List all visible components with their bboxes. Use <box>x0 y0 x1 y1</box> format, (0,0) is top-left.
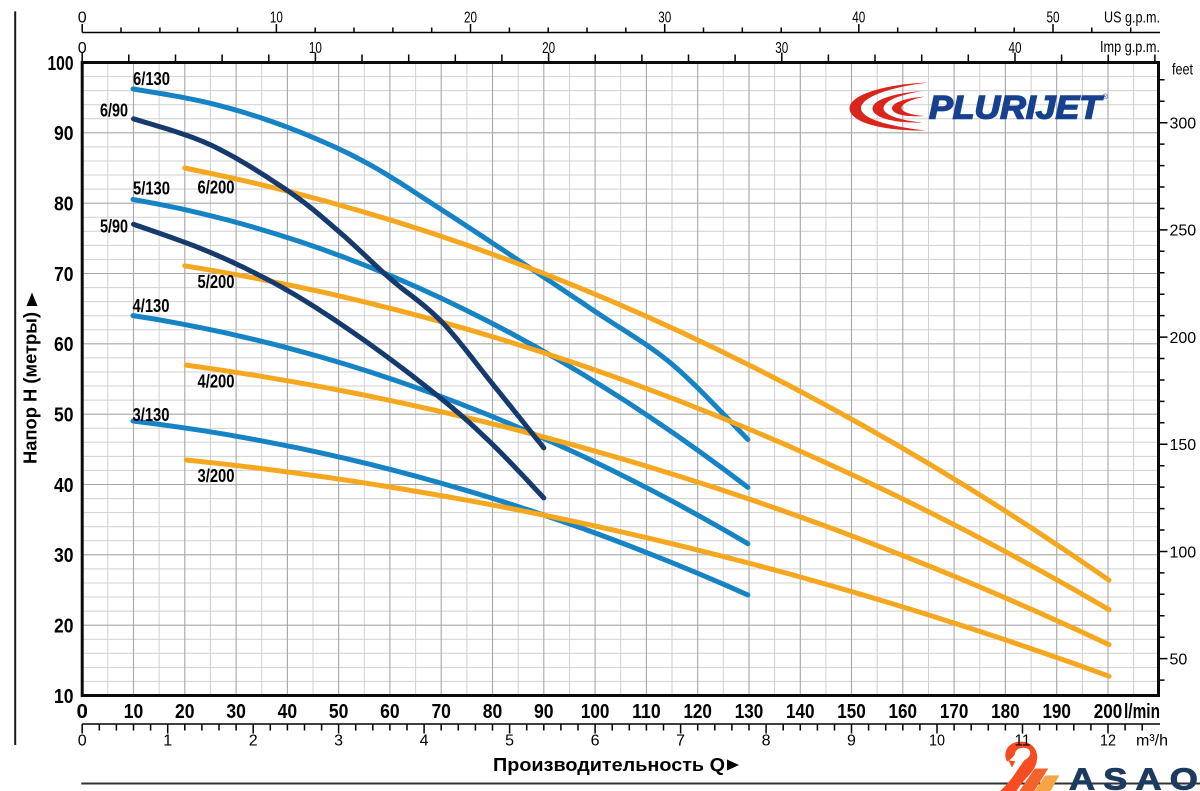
svg-text:10: 10 <box>124 700 144 723</box>
svg-text:40: 40 <box>852 10 865 27</box>
svg-text:6/130: 6/130 <box>133 68 170 89</box>
svg-text:4/130: 4/130 <box>133 295 170 316</box>
svg-text:90: 90 <box>54 122 74 145</box>
svg-text:10: 10 <box>309 40 322 57</box>
svg-text:10: 10 <box>54 685 74 708</box>
svg-text:20: 20 <box>54 615 74 638</box>
svg-text:6/200: 6/200 <box>198 177 235 198</box>
svg-text:PLURIJET: PLURIJET <box>929 90 1104 126</box>
svg-text:100: 100 <box>581 700 610 723</box>
svg-text:150: 150 <box>837 700 866 723</box>
svg-text:80: 80 <box>483 700 503 723</box>
svg-text:Imp g.p.m.: Imp g.p.m. <box>1100 39 1160 56</box>
svg-text:250: 250 <box>1170 223 1197 240</box>
svg-text:4/200: 4/200 <box>198 371 235 392</box>
svg-text:130: 130 <box>735 700 764 723</box>
svg-text:l/min: l/min <box>1124 700 1160 723</box>
svg-text:2: 2 <box>249 733 258 750</box>
svg-text:5/130: 5/130 <box>133 178 170 199</box>
svg-text:Производительность Q: Производительность Q <box>493 755 725 775</box>
svg-text:0: 0 <box>78 40 87 57</box>
svg-text:100: 100 <box>48 52 74 75</box>
svg-text:20: 20 <box>175 700 195 723</box>
svg-text:0: 0 <box>78 10 87 27</box>
svg-text:10: 10 <box>929 733 945 750</box>
svg-text:60: 60 <box>54 333 74 356</box>
svg-text:7: 7 <box>676 733 685 750</box>
svg-text:110: 110 <box>632 700 661 723</box>
svg-text:40: 40 <box>1009 40 1022 57</box>
svg-text:5/90: 5/90 <box>100 216 128 237</box>
svg-text:70: 70 <box>431 700 451 723</box>
svg-text:20: 20 <box>542 40 555 57</box>
svg-text:US g.p.m.: US g.p.m. <box>1104 10 1160 27</box>
svg-text:3/130: 3/130 <box>133 404 170 425</box>
svg-text:170: 170 <box>940 700 969 723</box>
svg-text:30: 30 <box>226 700 246 723</box>
svg-text:200: 200 <box>1170 330 1197 347</box>
svg-text:30: 30 <box>54 544 74 567</box>
svg-text:50: 50 <box>1047 10 1060 27</box>
svg-text:180: 180 <box>991 700 1020 723</box>
svg-text:190: 190 <box>1042 700 1071 723</box>
svg-text:100: 100 <box>1170 544 1197 561</box>
svg-text:feet: feet <box>1172 62 1193 79</box>
svg-text:Напор H (метры): Напор H (метры) <box>21 312 41 464</box>
svg-text:40: 40 <box>278 700 298 723</box>
svg-text:m³/h: m³/h <box>1136 733 1168 750</box>
svg-text:30: 30 <box>775 40 788 57</box>
svg-text:4: 4 <box>420 733 429 750</box>
svg-text:1: 1 <box>163 733 172 750</box>
svg-text:ASAO: ASAO <box>1069 761 1200 791</box>
svg-text:20: 20 <box>464 10 477 27</box>
svg-text:50: 50 <box>329 700 349 723</box>
svg-text:300: 300 <box>1170 116 1197 133</box>
svg-text:9: 9 <box>847 733 856 750</box>
svg-text:®: ® <box>1103 92 1109 101</box>
svg-text:80: 80 <box>54 193 74 216</box>
svg-text:120: 120 <box>683 700 712 723</box>
svg-text:8: 8 <box>762 733 771 750</box>
svg-text:40: 40 <box>54 474 74 497</box>
svg-text:3/200: 3/200 <box>198 465 235 486</box>
svg-text:50: 50 <box>1170 651 1188 668</box>
svg-text:11: 11 <box>1015 733 1031 750</box>
svg-text:50: 50 <box>54 404 74 427</box>
svg-text:0: 0 <box>78 733 87 750</box>
svg-text:60: 60 <box>380 700 400 723</box>
svg-text:200: 200 <box>1094 700 1123 723</box>
svg-text:160: 160 <box>889 700 918 723</box>
svg-text:5: 5 <box>505 733 514 750</box>
svg-text:3: 3 <box>334 733 343 750</box>
svg-text:10: 10 <box>270 10 283 27</box>
svg-text:6/90: 6/90 <box>100 100 128 121</box>
svg-text:140: 140 <box>786 700 815 723</box>
svg-text:5/200: 5/200 <box>198 271 235 292</box>
svg-text:0: 0 <box>76 700 87 723</box>
svg-text:30: 30 <box>658 10 671 27</box>
svg-text:150: 150 <box>1170 437 1197 454</box>
svg-text:70: 70 <box>54 263 74 286</box>
svg-text:6: 6 <box>591 733 600 750</box>
svg-text:90: 90 <box>534 700 554 723</box>
svg-text:12: 12 <box>1100 733 1116 750</box>
